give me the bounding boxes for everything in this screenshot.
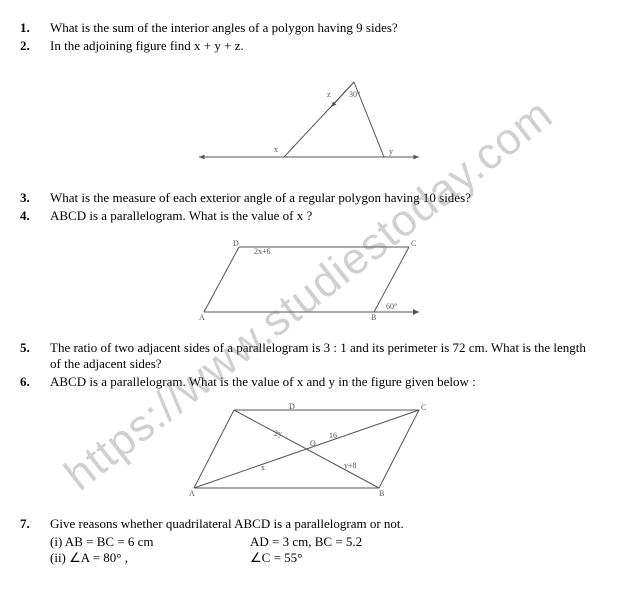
q7-i-a: (i) AB = BC = 6 cm [50,534,250,550]
svg-text:B: B [371,313,376,322]
q6-num: 6. [20,374,50,390]
q5-text: The ratio of two adjacent sides of a par… [50,340,597,372]
q2-text: In the adjoining figure find x + y + z. [50,38,597,54]
q1-text: What is the sum of the interior angles o… [50,20,597,36]
svg-text:C: C [421,403,426,412]
q7-ii-b: ∠C = 55° [250,550,302,566]
svg-text:x: x [261,463,265,472]
figure-3: A B C D O 2y 16 y+8 x [20,398,597,502]
q7-i-b: AD = 3 cm, BC = 5.2 [250,534,362,550]
svg-text:60°: 60° [386,302,397,311]
svg-text:D: D [289,402,295,411]
svg-text:x: x [274,145,278,154]
q3-text: What is the measure of each exterior ang… [50,190,597,206]
svg-text:B: B [379,489,384,498]
figure-2: A B C D 2x+6 60° [20,232,597,326]
svg-text:O: O [310,439,316,448]
q4-num: 4. [20,208,50,224]
svg-text:A: A [189,489,195,498]
question-6: 6. ABCD is a parallelogram. What is the … [20,374,597,390]
q7-text: Give reasons whether quadrilateral ABCD … [50,516,597,532]
question-7: 7. Give reasons whether quadrilateral AB… [20,516,597,532]
q7-ii-a: (ii) ∠A = 80° , [50,550,250,566]
svg-text:C: C [411,239,416,248]
question-1: 1. What is the sum of the interior angle… [20,20,597,36]
svg-text:D: D [233,239,239,248]
svg-text:z: z [327,90,331,99]
svg-text:30°: 30° [349,90,360,99]
svg-text:16: 16 [329,431,337,440]
q2-num: 2. [20,38,50,54]
q1-num: 1. [20,20,50,36]
svg-text:y+8: y+8 [344,461,357,470]
q3-num: 3. [20,190,50,206]
q6-text: ABCD is a parallelogram. What is the val… [50,374,597,390]
question-4: 4. ABCD is a parallelogram. What is the … [20,208,597,224]
q5-num: 5. [20,340,50,372]
figure-1: x 30° y z [20,62,597,176]
q7-subitems: (i) AB = BC = 6 cm AD = 3 cm, BC = 5.2 (… [50,534,597,566]
svg-text:2x+6: 2x+6 [254,247,271,256]
question-5: 5. The ratio of two adjacent sides of a … [20,340,597,372]
svg-text:A: A [199,313,205,322]
svg-text:y: y [389,147,393,156]
question-3: 3. What is the measure of each exterior … [20,190,597,206]
q4-text: ABCD is a parallelogram. What is the val… [50,208,597,224]
q7-num: 7. [20,516,50,532]
question-2: 2. In the adjoining figure find x + y + … [20,38,597,54]
svg-text:2y: 2y [274,429,282,438]
